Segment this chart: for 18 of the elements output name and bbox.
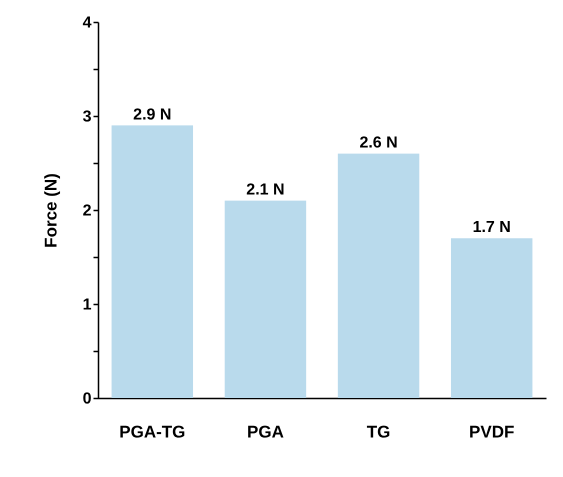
- data-label: 1.7 N: [472, 219, 511, 236]
- bar: [224, 200, 306, 398]
- x-tick-label: PGA: [247, 422, 284, 442]
- y-tick-label: 3: [82, 108, 92, 126]
- data-label: 2.9 N: [133, 106, 172, 124]
- data-label: 2.1 N: [246, 182, 285, 199]
- y-axis-title: Force (N): [42, 173, 61, 248]
- bar: [338, 154, 420, 398]
- y-tick-label: 4: [82, 14, 92, 32]
- x-tick-label: TG: [366, 422, 390, 442]
- y-tick-label: 2: [82, 202, 92, 220]
- bar: [450, 238, 532, 398]
- x-tick-label: PGA-TG: [119, 422, 186, 442]
- data-label: 2.6 N: [359, 134, 398, 152]
- y-tick-label: 1: [82, 296, 92, 314]
- bar: [112, 125, 194, 398]
- y-tick-label: 0: [82, 390, 92, 408]
- x-tick-label: PVDF: [469, 422, 514, 442]
